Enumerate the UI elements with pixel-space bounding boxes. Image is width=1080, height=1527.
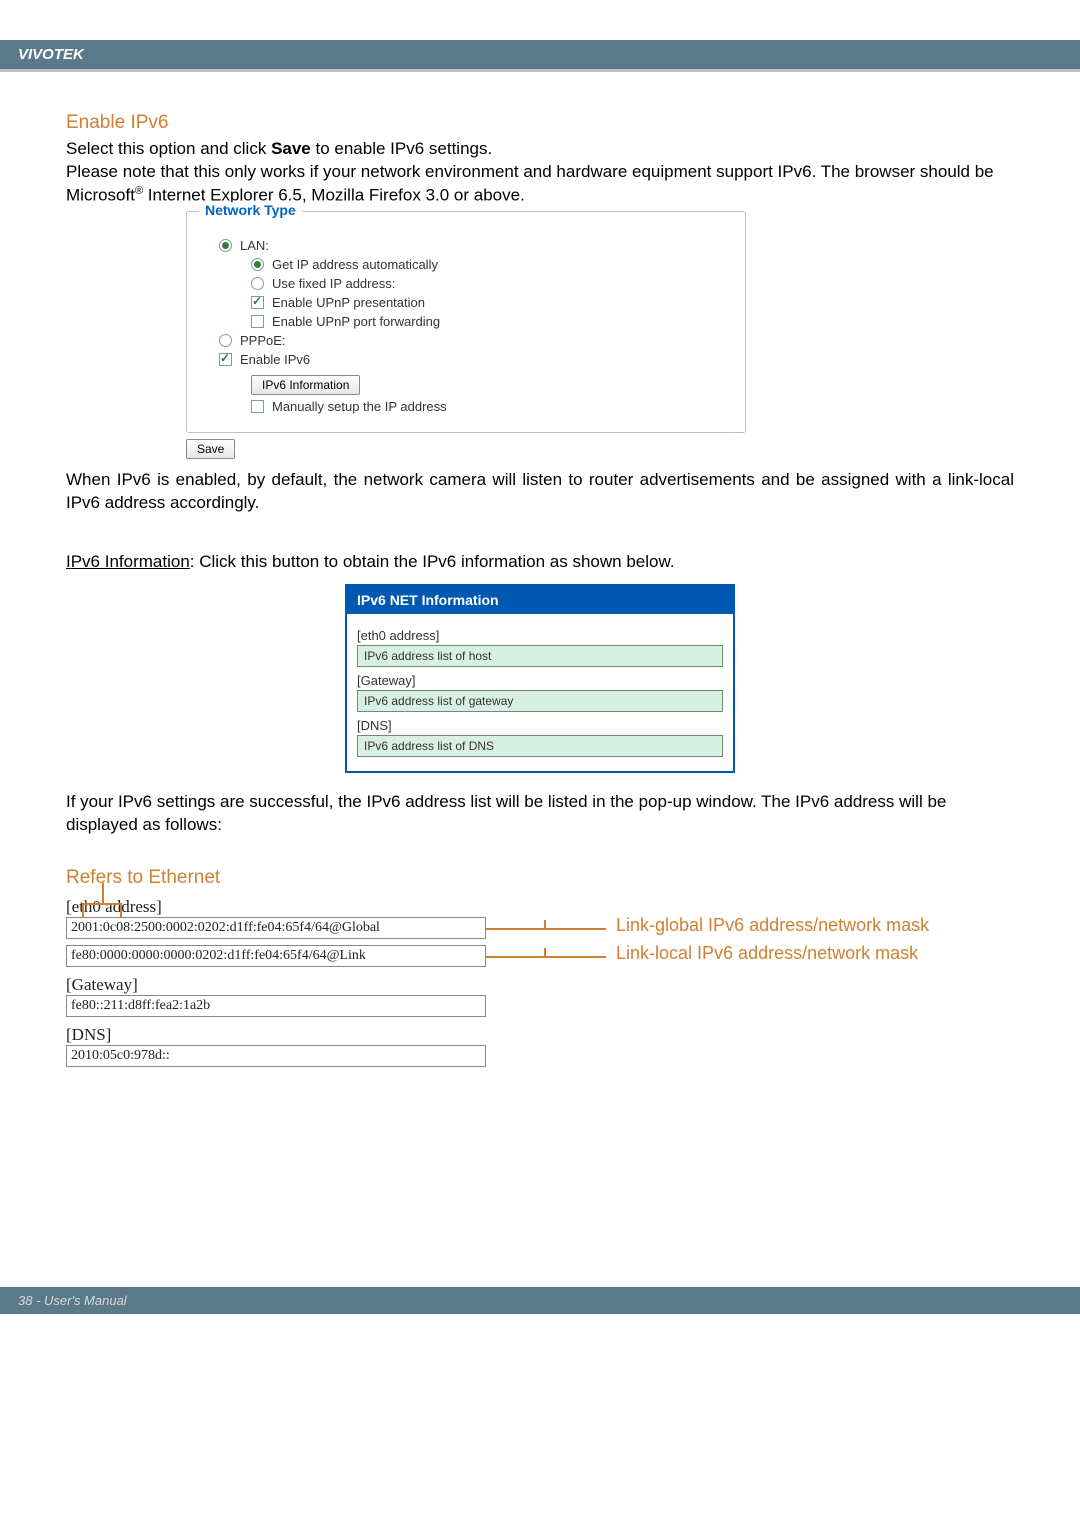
lan-radio[interactable] [219,239,232,252]
popup-gateway-field: IPv6 address list of gateway [357,690,723,712]
popup-eth0-label: [eth0 address] [357,628,723,643]
callout-link: Link-local IPv6 address/network mask [616,943,918,964]
upnp-present-row[interactable]: Enable UPnP presentation [251,295,731,310]
intro-bold: Save [271,139,311,158]
lan-row[interactable]: LAN: [219,238,731,253]
upnp-present-checkbox[interactable] [251,296,264,309]
page-footer: 38 - User's Manual [0,1287,1080,1314]
popup-gateway-label: [Gateway] [357,673,723,688]
ipv6-info-heading: IPv6 Information [66,552,190,571]
eth-col: [eth0 address] 2001:0c08:2500:0002:0202:… [66,897,486,1067]
after-panel-text: When IPv6 is enabled, by default, the ne… [66,469,1014,515]
eth0-label-wrap: [eth0 address] [66,897,486,917]
popup-eth0-field: IPv6 address list of host [357,645,723,667]
use-fixed-label: Use fixed IP address: [272,276,395,291]
gateway-label: [Gateway] [66,975,486,995]
fieldset-legend: Network Type [199,202,302,218]
upnp-port-label: Enable UPnP port forwarding [272,314,440,329]
ipv6-info-button[interactable]: IPv6 Information [251,375,360,395]
popup-dns-field: IPv6 address list of DNS [357,735,723,757]
intro-sup: ® [135,185,143,197]
intro-pre: Select this option and click [66,139,271,158]
refers-title: Refers to Ethernet [66,867,1014,889]
ipv6-info-line: IPv6 Information: Click this button to o… [66,551,1014,574]
network-fieldset: Network Type LAN: Get IP address automat… [186,211,746,433]
manual-ip-checkbox[interactable] [251,400,264,413]
ipv6-popup: IPv6 NET Information [eth0 address] IPv6… [345,584,735,773]
eth-area: [eth0 address] 2001:0c08:2500:0002:0202:… [66,897,1014,1067]
dns-label: [DNS] [66,1025,486,1045]
popup-title: IPv6 NET Information [347,586,733,614]
pppoe-label: PPPoE: [240,333,286,348]
upnp-port-checkbox[interactable] [251,315,264,328]
lan-label: LAN: [240,238,269,253]
ipv6-info-tail: : Click this button to obtain the IPv6 i… [190,552,675,571]
use-fixed-radio[interactable] [251,277,264,290]
manual-ip-label: Manually setup the IP address [272,399,447,414]
callout-global: Link-global IPv6 address/network mask [616,915,929,936]
popup-body: [eth0 address] IPv6 address list of host… [347,614,733,771]
enable-ipv6-label: Enable IPv6 [240,352,310,367]
save-button[interactable]: Save [186,439,235,459]
popup-dns-label: [DNS] [357,718,723,733]
enable-ipv6-row[interactable]: Enable IPv6 [219,352,731,367]
save-row: Save [186,439,1014,459]
intro-text: Select this option and click Save to ena… [66,138,1014,207]
global-row: 2001:0c08:2500:0002:0202:d1ff:fe04:65f4/… [66,917,486,939]
upnp-present-label: Enable UPnP presentation [272,295,425,310]
intro-post: to enable IPv6 settings. [311,139,492,158]
callout-tick-global [544,920,546,930]
callout-tick-link [544,948,546,958]
section-title: Enable IPv6 [66,112,1014,134]
upnp-port-row[interactable]: Enable UPnP port forwarding [251,314,731,329]
get-ip-auto-row[interactable]: Get IP address automatically [251,257,731,272]
eth-link-field: fe80:0000:0000:0000:0202:d1ff:fe04:65f4/… [66,945,486,967]
after-popup-text: If your IPv6 settings are successful, th… [66,791,1014,837]
enable-ipv6-checkbox[interactable] [219,353,232,366]
manual-ip-row[interactable]: Manually setup the IP address [251,399,731,414]
get-ip-auto-radio[interactable] [251,258,264,271]
brand-text: VIVOTEK [18,46,84,63]
network-panel: Network Type LAN: Get IP address automat… [186,211,746,433]
ipv6-info-btn-row: IPv6 Information [251,375,731,395]
footer-text: 38 - User's Manual [18,1293,127,1308]
dns-field: 2010:05c0:978d:: [66,1045,486,1067]
pppoe-row[interactable]: PPPoE: [219,333,731,348]
eth0-label: [eth0 address] [66,897,486,917]
eth-global-field: 2001:0c08:2500:0002:0202:d1ff:fe04:65f4/… [66,917,486,939]
brand-header: VIVOTEK [0,40,1080,72]
pppoe-radio[interactable] [219,334,232,347]
callout-line-link [486,956,606,958]
link-row: fe80:0000:0000:0000:0202:d1ff:fe04:65f4/… [66,945,486,967]
callout-line-global [486,928,606,930]
gateway-field: fe80::211:d8ff:fea2:1a2b [66,995,486,1017]
get-ip-auto-label: Get IP address automatically [272,257,438,272]
page-content: Enable IPv6 Select this option and click… [0,72,1080,1107]
use-fixed-row[interactable]: Use fixed IP address: [251,276,731,291]
